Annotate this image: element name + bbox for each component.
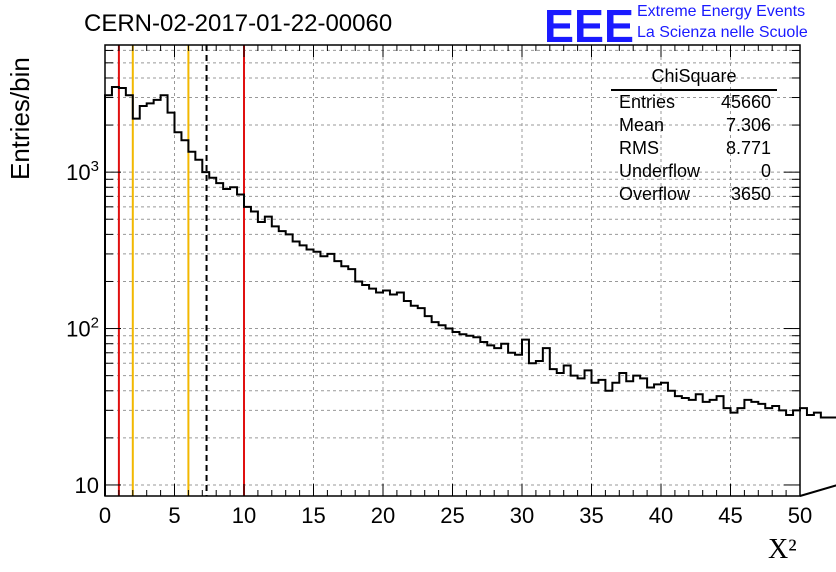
logo-line-1: Extreme Energy Events [637, 3, 806, 20]
x-tick-label: 25 [440, 503, 464, 528]
x-axis-label: X² [768, 534, 797, 565]
y-tick-label: 103 [66, 158, 99, 185]
stats-label: RMS [619, 138, 659, 158]
y-tick-label: 10 [75, 473, 99, 498]
stats-value: 45660 [720, 92, 771, 112]
stats-value: 7.306 [725, 115, 771, 135]
stats-label: Mean [619, 115, 665, 135]
stats-row-overflow: Overflow 3650 [611, 183, 777, 206]
x-tick-label: 15 [301, 503, 325, 528]
stats-row-mean: Mean 7.306 [611, 114, 777, 137]
stats-value: 3650 [730, 184, 771, 204]
x-tick-label: 0 [99, 503, 111, 528]
stats-label: Overflow [619, 184, 691, 204]
x-tick-label: 35 [579, 503, 603, 528]
x-tick-label: 40 [649, 503, 673, 528]
x-tick-label: 20 [371, 503, 395, 528]
x-tick-label: 30 [510, 503, 534, 528]
stats-row-underflow: Underflow 0 [611, 160, 777, 183]
x-tick-label: 10 [232, 503, 256, 528]
stats-label: Entries [619, 92, 676, 112]
eee-logo-text: EEE [544, 2, 634, 46]
x-tick-label: 50 [788, 503, 812, 528]
stats-title: ChiSquare [611, 66, 777, 91]
stats-label: Underflow [619, 161, 701, 181]
histogram-outline [104, 86, 836, 497]
logo-line-2: La Scienza nelle Scuole [637, 24, 808, 41]
run-title: CERN-02-2017-01-22-00060 [84, 10, 393, 37]
stats-box: ChiSquare Entries 45660 Mean 7.306 RMS 8… [611, 66, 777, 206]
stats-value: 8.771 [725, 138, 771, 158]
eee-logo: EEE [544, 2, 634, 46]
stats-value: 0 [760, 161, 771, 181]
stats-row-entries: Entries 45660 [611, 91, 777, 114]
y-axis-label: Entries/bin [5, 57, 35, 180]
y-tick-label: 102 [66, 315, 99, 342]
x-tick-label: 5 [168, 503, 180, 528]
x-tick-label: 45 [718, 503, 742, 528]
stats-row-rms: RMS 8.771 [611, 137, 777, 160]
